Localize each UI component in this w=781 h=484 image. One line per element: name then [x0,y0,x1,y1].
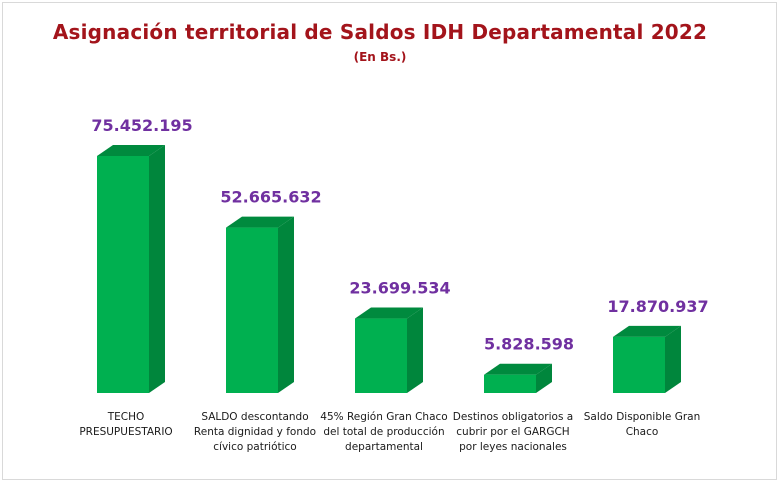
chart-title: Asignación territorial de Saldos IDH Dep… [52,20,708,44]
category-label-1: TECHO PRESUPUESTARIO [79,411,173,438]
category-label-5: Saldo Disponible Gran Chaco [583,411,701,438]
category-label-2: SALDO descontando Renta dignidad y fondo… [193,411,317,453]
data-label-3: 23.699.534 [349,279,450,298]
category-label-3: 45% Región Gran Chaco del total de produ… [320,411,448,453]
bar-3 [355,318,407,393]
bar-5 [613,336,665,393]
data-label-4: 5.828.598 [484,335,574,354]
bar-side-3 [407,307,423,393]
bar-top-4 [484,363,552,375]
bar-top-3 [355,307,423,319]
bar-top-1 [97,145,165,156]
data-label-2: 52.665.632 [220,188,321,207]
bar-4 [484,374,536,393]
bar-side-2 [278,216,294,393]
bar-top-5 [613,325,681,337]
data-label-5: 17.870.937 [607,297,708,316]
bar-1 [97,156,149,393]
bar-side-4 [536,363,552,393]
chart-subtitle: (En Bs.) [353,50,407,64]
bar-2 [226,227,278,393]
bar-side-1 [149,145,165,393]
data-label-1: 75.452.195 [91,116,192,135]
bar-side-5 [665,325,681,393]
category-label-4: Destinos obligatorios a cubrir por el GA… [452,411,574,453]
bar-top-2 [226,216,294,228]
